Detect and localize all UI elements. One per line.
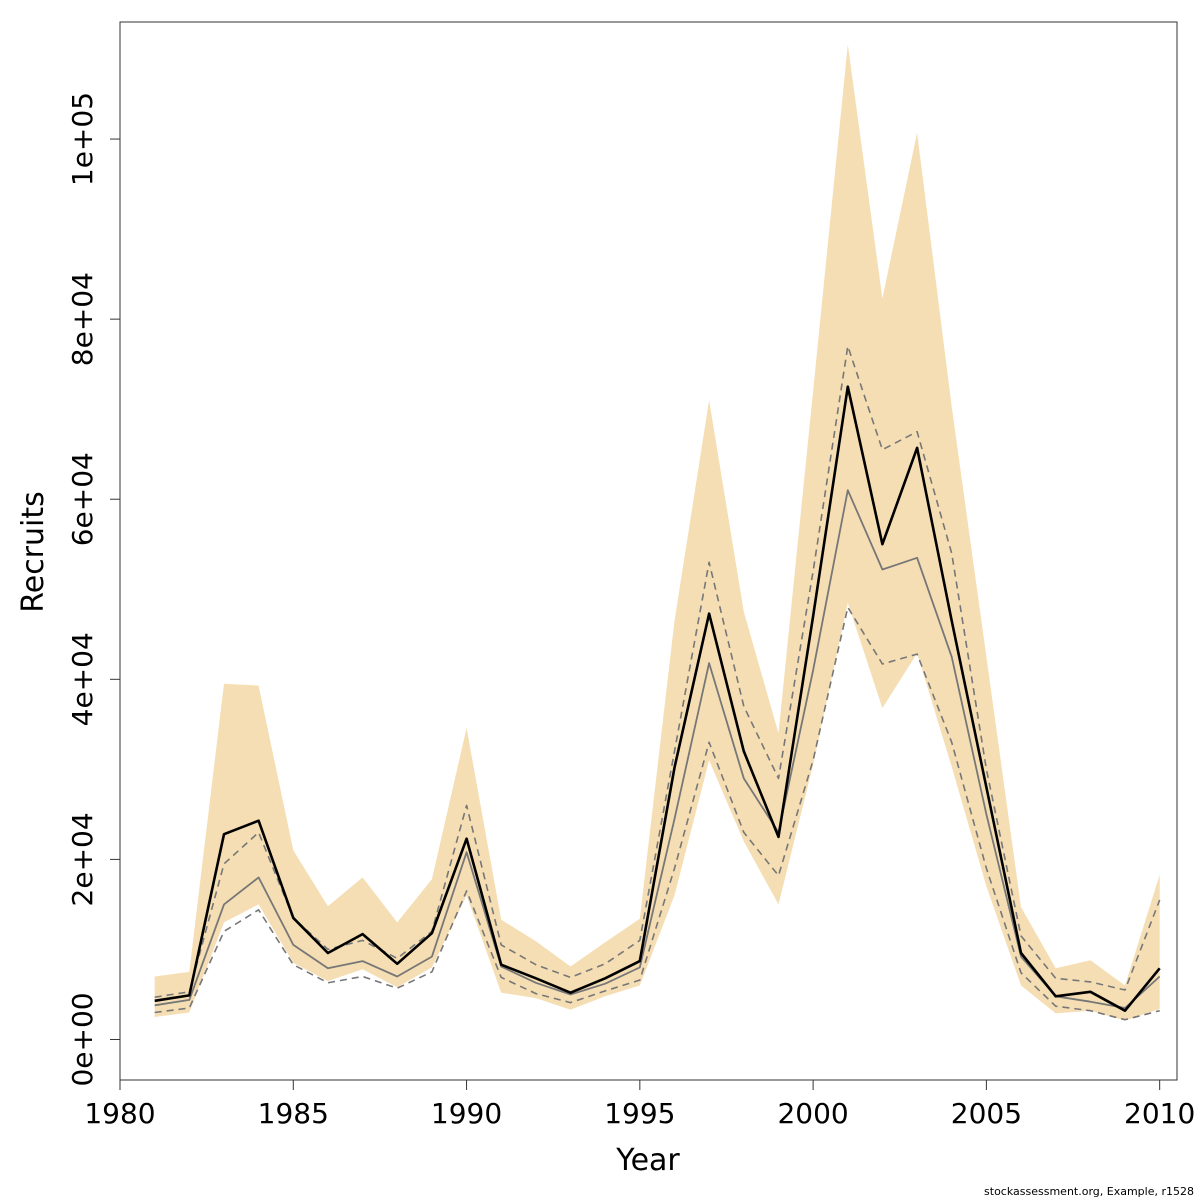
x-tick-label: 1985 [258,1097,329,1130]
dashed-lower-line [154,606,1160,1021]
x-tick-label: 1980 [84,1097,155,1130]
x-tick-label: 1995 [604,1097,675,1130]
grey-estimate-line [154,489,1161,1009]
median-estimate-line [154,385,1161,1013]
y-tick-label: 8e+04 [66,272,99,366]
series-lines-layer [154,345,1161,1021]
footer-credit: stockassessment.org, Example, r1528 [984,1185,1194,1198]
confidence-band-layer [154,44,1160,1021]
x-axis-label: Year [615,1143,680,1178]
y-tick-label: 0e+00 [66,992,99,1086]
y-axis-label: Recruits [16,491,51,613]
dashed-upper-line [154,345,1161,998]
y-tick-label: 1e+05 [66,92,99,186]
x-tick-label: 2005 [951,1097,1022,1130]
x-tick-label: 1990 [431,1097,502,1130]
y-tick-label: 4e+04 [66,632,99,726]
x-tick-label: 2010 [1124,1097,1195,1130]
y-tick-label: 2e+04 [66,812,99,906]
y-axis: 0e+00 2e+04 4e+04 6e+04 8e+04 1e+05 [66,92,120,1087]
confidence-band [154,44,1160,1021]
x-axis: 1980 1985 1990 1995 2000 2005 2010 [84,1079,1195,1130]
y-tick-label: 6e+04 [66,452,99,546]
x-tick-label: 2000 [777,1097,848,1130]
